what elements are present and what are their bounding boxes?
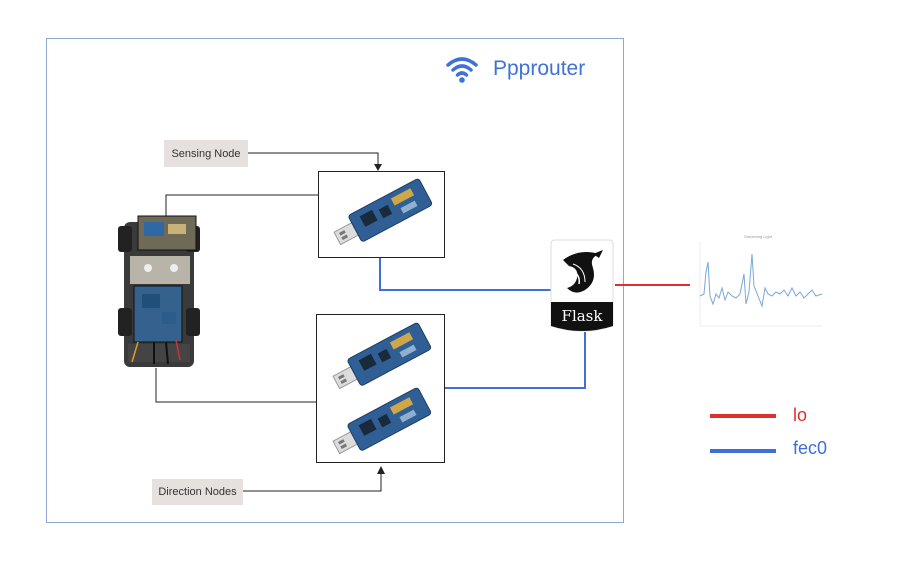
wifi-icon	[446, 57, 478, 83]
direction-nodes-callout: Direction Nodes	[152, 479, 243, 505]
usb-dongle-pair-icon	[332, 322, 432, 455]
sensing-node-box	[318, 171, 445, 258]
sensing-node-callout: Sensing Node	[164, 140, 248, 167]
robot-to-direction-wire	[155, 368, 316, 403]
flask-label: Flask	[562, 307, 604, 325]
direction-nodes-box	[316, 314, 445, 463]
router-frame	[46, 38, 624, 523]
usb-dongle-icon	[333, 178, 433, 246]
sensing-to-flask-wire	[379, 258, 552, 291]
legend-label-fec0: fec0	[793, 438, 828, 458]
sensing-callout-arrow	[248, 152, 379, 168]
legend-label-lo: lo	[793, 405, 808, 425]
robot-car-photo	[118, 215, 200, 367]
direction-callout-arrow	[243, 471, 382, 492]
direction-to-flask-wire	[445, 332, 586, 389]
router-title: Ppprouter	[493, 57, 586, 80]
mini-line-chart: Streaming Light	[688, 234, 828, 334]
sensing-arrowhead	[374, 164, 382, 171]
router-title-group: Ppprouter	[445, 54, 585, 84]
robot-to-sensing-wire	[165, 194, 318, 218]
mini-chart-plot	[699, 242, 823, 327]
direction-arrowhead	[377, 466, 385, 474]
mini-chart-title: Streaming Light	[743, 234, 772, 239]
flask-logo: Flask	[550, 239, 614, 332]
